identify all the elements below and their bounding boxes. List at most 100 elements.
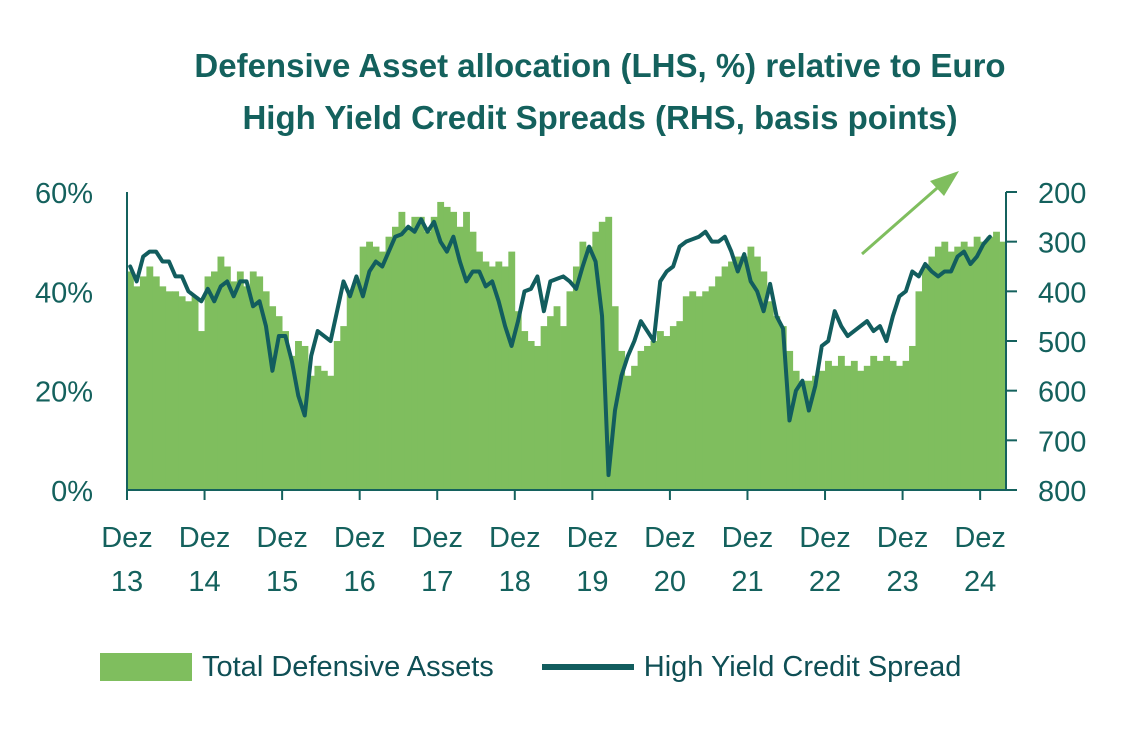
legend: Total Defensive Assets High Yield Credit… — [100, 645, 961, 689]
left-tick-label: 20% — [35, 377, 93, 409]
x-tick-label-month: Dez — [799, 522, 851, 554]
right-tick-label: 600 — [1038, 377, 1086, 409]
bar-defensive-assets — [204, 276, 212, 490]
bar-defensive-assets — [236, 271, 244, 490]
bar-defensive-assets — [753, 256, 761, 490]
bar-defensive-assets — [320, 370, 328, 490]
bar-defensive-assets — [773, 316, 781, 490]
bar-defensive-assets — [527, 341, 535, 490]
bar-defensive-assets — [734, 256, 742, 490]
bar-defensive-assets — [476, 251, 483, 490]
bar-defensive-assets — [676, 321, 684, 490]
bar-defensive-assets — [269, 306, 277, 490]
bar-defensive-assets — [275, 316, 283, 490]
bar-defensive-assets — [934, 246, 942, 490]
bar-defensive-assets — [547, 316, 554, 490]
x-tick-label-month: Dez — [954, 522, 1006, 554]
bar-defensive-assets — [592, 231, 600, 491]
bar-defensive-assets — [792, 370, 800, 490]
bar-defensive-assets — [437, 201, 445, 490]
x-tick-label-year: 19 — [576, 566, 608, 598]
bar-defensive-assets — [146, 266, 154, 490]
bar-defensive-assets — [198, 331, 205, 490]
bar-defensive-assets — [766, 301, 774, 490]
bar-defensive-assets — [521, 331, 529, 490]
bar-defensive-assets — [553, 306, 561, 490]
bar-defensive-assets — [637, 350, 645, 490]
bar-defensive-assets — [379, 251, 386, 490]
bar-defensive-assets — [295, 341, 302, 490]
bar-defensive-assets — [159, 286, 167, 490]
bar-defensive-assets — [721, 266, 729, 490]
x-tick-label-year: 18 — [499, 566, 531, 598]
bar-defensive-assets — [327, 375, 335, 490]
bar-defensive-assets — [346, 291, 354, 490]
bar-defensive-assets — [883, 355, 891, 490]
bar-defensive-assets — [644, 345, 651, 490]
bar-defensive-assets — [424, 231, 432, 491]
bar-defensive-assets — [514, 311, 522, 490]
left-tick-label: 0% — [51, 476, 93, 508]
bar-defensive-assets — [702, 291, 710, 490]
chart-title: Defensive Asset allocation (LHS, %) rela… — [0, 40, 1127, 144]
bar-defensive-assets — [430, 216, 438, 490]
x-tick-label-year: 24 — [964, 566, 996, 598]
bar-defensive-assets — [191, 296, 199, 490]
bar-defensive-assets — [398, 211, 406, 490]
bar-defensive-assets — [456, 226, 464, 490]
bar-defensive-assets — [812, 375, 819, 490]
right-tick-label: 700 — [1038, 426, 1086, 458]
bar-defensive-assets — [579, 241, 587, 490]
bar-defensive-assets — [165, 291, 173, 490]
bar-defensive-assets — [463, 211, 470, 490]
bar-defensive-assets — [954, 246, 962, 490]
x-tick-label-year: 23 — [886, 566, 918, 598]
bar-defensive-assets — [967, 246, 975, 490]
bar-defensive-assets — [973, 236, 981, 490]
x-tick-label-month: Dez — [411, 522, 463, 554]
trend-arrow-head — [930, 171, 959, 196]
bar-defensive-assets — [314, 365, 322, 490]
x-tick-label-month: Dez — [256, 522, 308, 554]
trend-arrow-shaft — [861, 180, 945, 256]
bar-defensive-assets — [941, 241, 949, 490]
bar-defensive-assets — [185, 301, 193, 490]
bar-defensive-assets — [560, 326, 567, 490]
bar-defensive-assets — [611, 306, 619, 490]
bar-defensive-assets — [508, 251, 516, 490]
x-tick-label-month: Dez — [722, 522, 774, 554]
bar-defensive-assets — [799, 380, 807, 490]
bar-defensive-assets — [857, 370, 865, 490]
bar-defensive-assets — [921, 266, 929, 490]
series-line-credit-spread — [128, 217, 992, 478]
bar-defensive-assets — [631, 365, 638, 490]
bar-defensive-assets — [831, 365, 839, 490]
bar-defensive-assets — [605, 216, 613, 490]
left-tick-label: 40% — [35, 277, 93, 309]
bar-defensive-assets — [385, 236, 393, 490]
bar-defensive-assets — [915, 291, 923, 490]
right-tick-label: 200 — [1038, 178, 1086, 210]
right-tick-label: 300 — [1038, 228, 1086, 260]
bar-defensive-assets — [928, 256, 936, 490]
bar-defensive-assets — [372, 246, 380, 490]
x-tick-label-month: Dez — [489, 522, 541, 554]
x-tick-label-year: 13 — [111, 566, 143, 598]
bar-defensive-assets — [340, 326, 348, 490]
x-tick-label-year: 22 — [809, 566, 841, 598]
bar-defensive-assets — [495, 261, 503, 490]
bar-defensive-assets — [211, 271, 218, 490]
bar-defensive-assets — [482, 261, 490, 490]
bar-defensive-assets — [223, 266, 231, 490]
bar-defensive-assets — [779, 326, 787, 490]
bar-defensive-assets — [909, 345, 916, 490]
bar-defensive-assets — [501, 266, 509, 490]
bar-defensive-assets — [152, 276, 160, 490]
bar-defensive-assets — [850, 360, 858, 490]
x-tick-label-month: Dez — [179, 522, 231, 554]
bar-defensive-assets — [825, 360, 832, 490]
bar-defensive-assets — [417, 216, 425, 490]
bar-defensive-assets — [805, 380, 813, 490]
bar-defensive-assets — [359, 246, 367, 490]
bar-defensive-assets — [624, 375, 632, 490]
